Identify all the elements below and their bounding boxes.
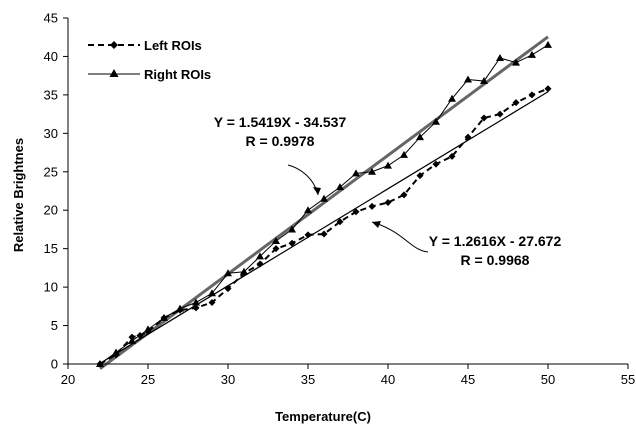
x-tick-label: 55 xyxy=(621,372,635,387)
plot-area xyxy=(96,35,552,370)
data-point-left-rois xyxy=(480,114,488,122)
data-point-right-rois xyxy=(416,133,424,141)
equation-label: Y = 1.5419X - 34.537 xyxy=(214,114,347,130)
data-point-right-rois xyxy=(288,225,296,233)
data-point-right-rois xyxy=(256,252,264,260)
data-point-right-rois xyxy=(208,289,216,297)
x-tick-label: 35 xyxy=(301,372,315,387)
data-point-left-rois xyxy=(448,152,456,160)
y-tick-label: 40 xyxy=(44,49,58,64)
legend-entry-left-rois: Left ROIs xyxy=(88,38,202,53)
r-value-label: R = 0.9968 xyxy=(461,252,530,268)
data-point-left-rois xyxy=(400,191,408,199)
data-point-right-rois xyxy=(336,183,344,191)
data-point-left-rois xyxy=(136,332,144,340)
legend-entry-right-rois: Right ROIs xyxy=(88,67,211,82)
x-tick-label: 40 xyxy=(381,372,395,387)
data-point-right-rois xyxy=(400,150,408,158)
data-point-left-rois xyxy=(176,306,184,314)
data-point-right-rois xyxy=(384,161,392,169)
r-value-label: R = 0.9978 xyxy=(246,133,315,149)
data-point-right-rois xyxy=(352,169,360,177)
data-point-left-rois xyxy=(336,218,344,226)
data-point-right-rois xyxy=(304,206,312,214)
data-point-right-rois xyxy=(224,269,232,277)
y-tick-label: 20 xyxy=(44,203,58,218)
x-tick-label: 45 xyxy=(461,372,475,387)
legend-label-left-rois: Left ROIs xyxy=(144,38,202,53)
data-point-right-rois xyxy=(528,50,536,58)
data-point-right-rois xyxy=(512,58,520,66)
annotation-pointer xyxy=(371,221,429,253)
data-point-left-rois xyxy=(208,298,216,306)
axes xyxy=(67,18,628,365)
data-point-left-rois xyxy=(432,160,440,168)
data-point-right-rois xyxy=(544,40,552,48)
annotation-arrowhead xyxy=(372,221,381,228)
y-tick-label: 5 xyxy=(51,318,58,333)
y-tick-label: 45 xyxy=(44,11,58,26)
trendline-annotation-left: Y = 1.2616X - 27.672 R = 0.9968 xyxy=(371,221,562,268)
x-axis-title: Temperature(C) xyxy=(275,409,371,424)
data-point-right-rois xyxy=(496,53,504,61)
data-point-left-rois xyxy=(320,230,328,238)
data-point-left-rois xyxy=(512,99,520,107)
data-point-right-rois xyxy=(192,298,200,306)
data-point-left-rois xyxy=(368,202,376,210)
data-point-right-rois xyxy=(464,75,472,83)
data-point-right-rois xyxy=(448,94,456,102)
data-point-left-rois xyxy=(352,208,360,216)
data-point-left-rois xyxy=(384,199,392,207)
y-tick-label: 30 xyxy=(44,126,58,141)
legend-diamond-marker xyxy=(110,41,118,49)
equation-label: Y = 1.2616X - 27.672 xyxy=(429,233,562,249)
data-point-left-rois xyxy=(144,328,152,336)
data-point-right-rois xyxy=(320,194,328,202)
trendline-annotation-right: Y = 1.5419X - 34.537 R = 0.9978 xyxy=(214,114,347,196)
y-tick-label: 0 xyxy=(51,357,58,372)
data-point-left-rois xyxy=(528,91,536,99)
data-point-left-rois xyxy=(416,172,424,180)
data-point-left-rois xyxy=(256,260,264,268)
legend: Left ROIs Right ROIs xyxy=(88,38,211,82)
data-point-left-rois xyxy=(496,110,504,118)
y-tick-label: 35 xyxy=(44,87,58,102)
data-point-left-rois xyxy=(272,245,280,253)
axis-ticks: 20 25 30 35 40 45 50 55 0 5 10 15 20 25 30 35 40 45 xyxy=(44,11,636,388)
x-tick-label: 25 xyxy=(141,372,155,387)
data-point-left-rois xyxy=(544,85,552,93)
data-point-left-rois xyxy=(240,269,248,277)
data-point-left-rois xyxy=(464,133,472,141)
data-point-left-rois xyxy=(112,351,120,359)
data-point-right-rois xyxy=(480,77,488,85)
data-point-left-rois xyxy=(224,285,232,293)
x-tick-label: 20 xyxy=(61,372,75,387)
annotation-arrowhead xyxy=(313,187,321,195)
data-point-left-rois xyxy=(192,304,200,312)
legend-triangle-marker xyxy=(109,69,119,77)
data-point-right-rois xyxy=(432,117,440,125)
annotation-pointer xyxy=(287,164,319,196)
x-tick-label: 50 xyxy=(541,372,555,387)
data-point-left-rois xyxy=(128,333,136,341)
y-axis-title: Relative Brightnes xyxy=(11,138,26,252)
data-point-left-rois xyxy=(160,314,168,322)
y-tick-label: 10 xyxy=(44,280,58,295)
trendline-left-rois xyxy=(99,91,549,364)
y-tick-label: 15 xyxy=(44,241,58,256)
data-point-left-rois xyxy=(288,239,296,247)
x-tick-label: 30 xyxy=(221,372,235,387)
data-point-left-rois xyxy=(304,231,312,239)
data-point-right-rois xyxy=(368,167,376,175)
trendline-right-rois xyxy=(99,35,549,370)
data-point-right-rois xyxy=(272,236,280,244)
legend-label-right-rois: Right ROIs xyxy=(144,67,211,82)
y-tick-label: 25 xyxy=(44,164,58,179)
